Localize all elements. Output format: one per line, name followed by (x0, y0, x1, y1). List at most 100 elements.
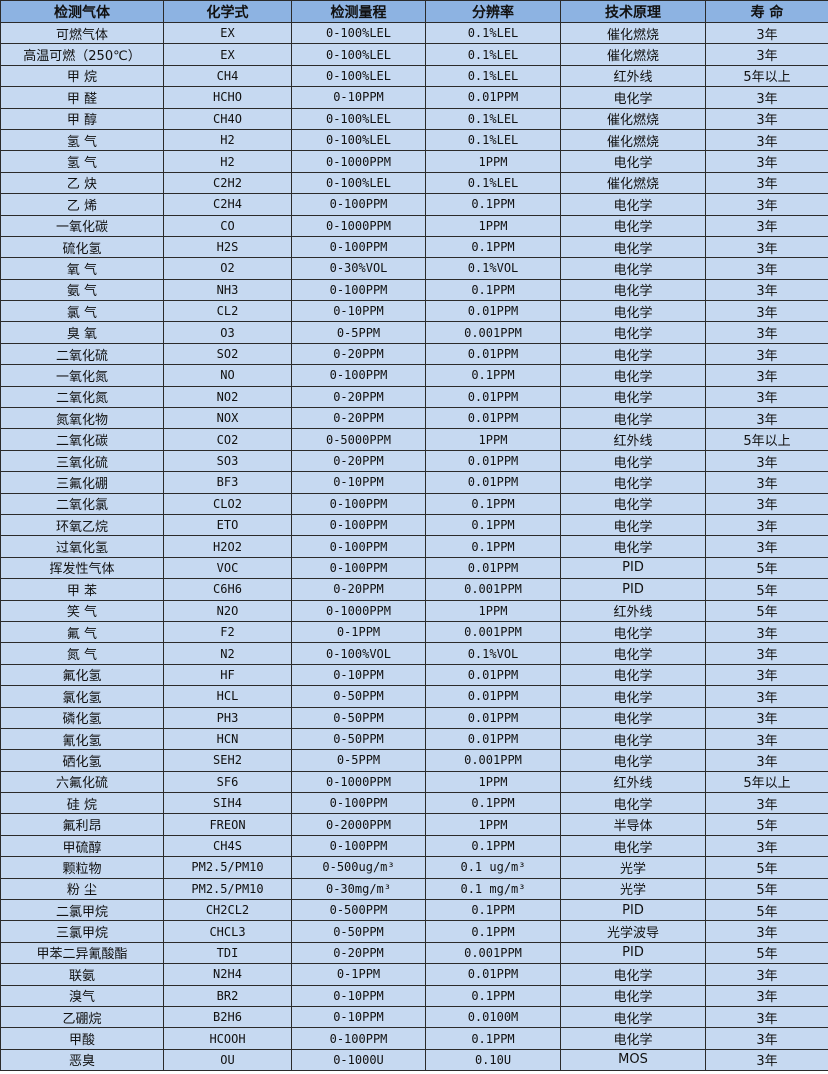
cell-resolution: 0.01PPM (425, 300, 561, 323)
cell-gas: 笑 气 (0, 599, 164, 622)
cell-formula: PM2.5/PM10 (163, 877, 292, 901)
cell-range: 0-10PPM (291, 984, 426, 1007)
cell-range: 0-30mg/m³ (291, 877, 426, 901)
table-row: 三氟化硼 BF3 0-10PPM 0.01PPM 电化学 3年 (0, 471, 828, 494)
cell-gas: 三氟化硼 (0, 471, 164, 494)
cell-principle: 电化学 (560, 364, 706, 387)
cell-resolution: 0.1PPM (425, 899, 561, 922)
cell-range: 0-20PPM (291, 449, 426, 473)
cell-lifespan: 3年 (705, 128, 828, 152)
table-row: 氢 气 H2 0-1000PPM 1PPM 电化学 3年 (0, 150, 828, 173)
cell-lifespan: 3年 (705, 300, 828, 323)
header-resolution: 分辨率 (425, 0, 561, 23)
cell-lifespan: 3年 (705, 321, 828, 344)
table-row: 一氧化氮 NO 0-100PPM 0.1PPM 电化学 3年 (0, 364, 828, 387)
cell-gas: 二氯甲烷 (0, 899, 164, 922)
cell-lifespan: 3年 (705, 193, 828, 216)
cell-lifespan: 3年 (705, 685, 828, 708)
table-row: 二氯甲烷 CH2CL2 0-500PPM 0.1PPM PID 5年 (0, 899, 828, 922)
cell-principle: 催化燃烧 (560, 43, 706, 66)
cell-resolution: 0.1%LEL (425, 64, 561, 88)
cell-formula: H2S (163, 235, 292, 259)
cell-formula: N2H4 (163, 963, 292, 986)
table-row: 氯 气 CL2 0-10PPM 0.01PPM 电化学 3年 (0, 300, 828, 323)
cell-range: 0-20PPM (291, 578, 426, 601)
cell-gas: 乙 炔 (0, 171, 164, 195)
table-row: 氮氧化物 NOX 0-20PPM 0.01PPM 电化学 3年 (0, 407, 828, 430)
table-row: 氨 气 NH3 0-100PPM 0.1PPM 电化学 3年 (0, 278, 828, 302)
table-row: 过氧化氢 H2O2 0-100PPM 0.1PPM 电化学 3年 (0, 535, 828, 558)
cell-range: 0-100%LEL (291, 171, 426, 195)
cell-formula: HCHO (163, 86, 292, 109)
cell-principle: PID (560, 941, 706, 965)
table-row: 三氯甲烷 CHCL3 0-50PPM 0.1PPM 光学波导 3年 (0, 920, 828, 943)
cell-range: 0-100%LEL (291, 128, 426, 152)
cell-resolution: 0.1%LEL (425, 107, 561, 130)
cell-gas: 氯化氢 (0, 685, 164, 708)
cell-gas: 联氨 (0, 963, 164, 986)
cell-lifespan: 5年 (705, 941, 828, 965)
cell-lifespan: 5年以上 (705, 64, 828, 88)
cell-formula: F2 (163, 620, 292, 644)
cell-principle: 电化学 (560, 471, 706, 494)
cell-principle: 催化燃烧 (560, 128, 706, 152)
cell-gas: 颗粒物 (0, 856, 164, 879)
table-row: 溴气 BR2 0-10PPM 0.1PPM 电化学 3年 (0, 984, 828, 1007)
cell-range: 0-1000PPM (291, 150, 426, 173)
cell-principle: 电化学 (560, 620, 706, 644)
cell-range: 0-100PPM (291, 235, 426, 259)
cell-principle: 电化学 (560, 984, 706, 1007)
cell-gas: 六氟化硫 (0, 770, 164, 794)
cell-resolution: 0.1PPM (425, 984, 561, 1007)
cell-resolution: 0.01PPM (425, 663, 561, 687)
cell-principle: 光学 (560, 856, 706, 879)
cell-principle: 电化学 (560, 535, 706, 558)
cell-formula: CLO2 (163, 492, 292, 515)
cell-formula: O3 (163, 321, 292, 344)
cell-principle: 光学波导 (560, 920, 706, 943)
cell-range: 0-1PPM (291, 620, 426, 644)
table-body: 可燃气体 EX 0-100%LEL 0.1%LEL 催化燃烧 3年 高温可燃（250℃） EX… (0, 21, 828, 1072)
table-row: 磷化氢 PH3 0-50PPM 0.01PPM 电化学 3年 (0, 706, 828, 729)
cell-range: 0-1PPM (291, 963, 426, 986)
cell-lifespan: 3年 (705, 513, 828, 537)
table-row: 氧 气 O2 0-30%VOL 0.1%VOL 电化学 3年 (0, 257, 828, 280)
cell-gas: 环氧乙烷 (0, 513, 164, 537)
cell-resolution: 0.1PPM (425, 920, 561, 943)
cell-formula: NO2 (163, 385, 292, 409)
cell-resolution: 1PPM (425, 150, 561, 173)
cell-principle: 催化燃烧 (560, 107, 706, 130)
cell-resolution: 0.10U (425, 1048, 561, 1072)
cell-principle: 光学 (560, 877, 706, 901)
cell-resolution: 1PPM (425, 599, 561, 622)
table-row: 甲 醛 HCHO 0-10PPM 0.01PPM 电化学 3年 (0, 86, 828, 109)
cell-formula: NOX (163, 407, 292, 430)
cell-range: 0-100PPM (291, 278, 426, 302)
cell-lifespan: 3年 (705, 43, 828, 66)
cell-gas: 粉 尘 (0, 877, 164, 901)
cell-gas: 乙 烯 (0, 193, 164, 216)
cell-formula: CL2 (163, 300, 292, 323)
cell-gas: 二氧化碳 (0, 428, 164, 451)
cell-resolution: 0.1%LEL (425, 21, 561, 45)
cell-resolution: 0.1%LEL (425, 171, 561, 195)
cell-principle: 电化学 (560, 834, 706, 858)
table-row: 笑 气 N2O 0-1000PPM 1PPM 红外线 5年 (0, 599, 828, 622)
cell-lifespan: 3年 (705, 963, 828, 986)
cell-resolution: 0.01PPM (425, 685, 561, 708)
cell-principle: 电化学 (560, 407, 706, 430)
table-row: 氟利昂 FREON 0-2000PPM 1PPM 半导体 5年 (0, 813, 828, 836)
cell-range: 0-1000PPM (291, 599, 426, 622)
cell-range: 0-30%VOL (291, 257, 426, 280)
cell-principle: 电化学 (560, 86, 706, 109)
cell-formula: SO3 (163, 449, 292, 473)
header-lifespan: 寿 命 (705, 0, 828, 23)
cell-formula: SF6 (163, 770, 292, 794)
cell-formula: C6H6 (163, 578, 292, 601)
cell-lifespan: 3年 (705, 492, 828, 515)
cell-gas: 磷化氢 (0, 706, 164, 729)
cell-resolution: 0.1 ug/m³ (425, 856, 561, 879)
cell-gas: 氰化氢 (0, 727, 164, 751)
cell-lifespan: 3年 (705, 364, 828, 387)
cell-formula: CO2 (163, 428, 292, 451)
